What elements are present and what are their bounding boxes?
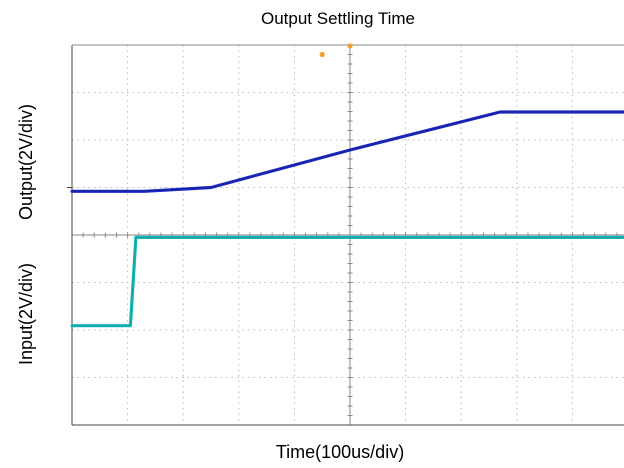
x-axis-label: Time(100us/div)	[276, 442, 404, 462]
chart-title: Output Settling Time	[261, 9, 415, 28]
trigger-marker	[347, 43, 353, 49]
output-trace	[70, 110, 624, 193]
series-group	[70, 110, 624, 328]
trigger-marker	[319, 51, 325, 58]
output-trace-core	[72, 111, 624, 192]
y-axis-label-input: Input(2V/div)	[16, 263, 36, 365]
marker-group	[319, 43, 353, 58]
input-trace-core	[72, 236, 624, 327]
y-axis-label-output: Output(2V/div)	[16, 104, 36, 220]
grid	[71, 44, 624, 426]
input-trace	[70, 235, 624, 328]
